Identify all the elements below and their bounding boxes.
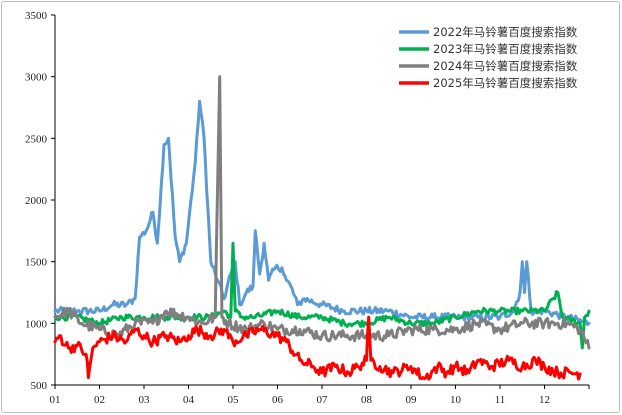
y-tick-label: 500 (31, 380, 48, 392)
x-tick-label: 08 (361, 394, 373, 406)
x-tick-label: 01 (50, 394, 61, 406)
x-tick-label: 12 (539, 394, 550, 406)
series-layer (53, 75, 591, 381)
y-tick-label: 2000 (25, 195, 48, 207)
x-tick-label: 11 (495, 394, 506, 406)
x-tick-label: 04 (183, 394, 195, 406)
series-line-1 (53, 99, 591, 326)
legend-label-1: 2022年马铃薯百度搜索指数 (433, 25, 578, 39)
legend-label-2: 2023年马铃薯百度搜索指数 (433, 42, 578, 56)
y-tick-label: 3000 (25, 72, 48, 84)
series-line-2 (53, 241, 591, 350)
y-tick-label: 1500 (25, 257, 48, 269)
x-tick-label: 06 (272, 394, 284, 406)
series-line-4 (53, 315, 582, 381)
y-tick-label: 3500 (25, 10, 48, 22)
series-line-3 (53, 75, 591, 350)
axes-layer: 500 1000 1500 2000 2500 3000 3500 01 02 03 04 05 06 0… (25, 10, 590, 406)
x-tick-label: 09 (406, 394, 418, 406)
legend-label-3: 2024年马铃薯百度搜索指数 (433, 59, 578, 73)
legend-label-4: 2025年马铃薯百度搜索指数 (433, 76, 578, 90)
y-tick-label: 2500 (25, 133, 48, 145)
y-tick-label: 1000 (25, 318, 48, 330)
legend: 2022年马铃薯百度搜索指数 2023年马铃薯百度搜索指数 2024年马铃薯百度搜索… (399, 25, 578, 90)
x-tick-label: 10 (450, 394, 462, 406)
x-tick-label: 05 (228, 394, 240, 406)
x-tick-label: 03 (139, 394, 151, 406)
x-tick-label: 07 (317, 394, 329, 406)
x-tick-label: 02 (94, 394, 105, 406)
